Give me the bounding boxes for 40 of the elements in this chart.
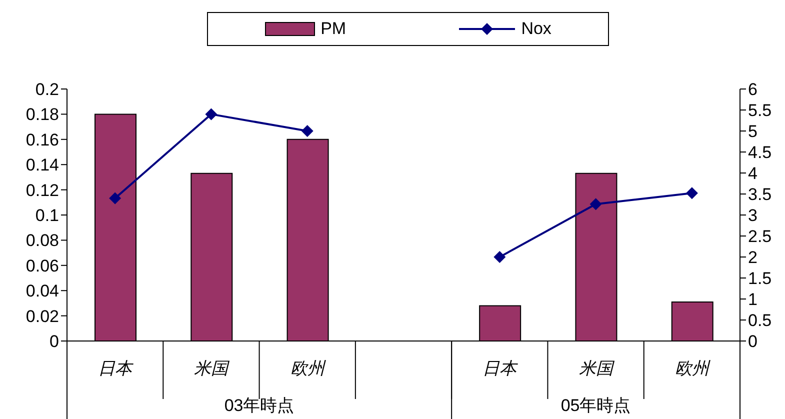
y2-tick-label: 3.5 xyxy=(748,185,772,204)
legend-label: Nox xyxy=(521,19,552,39)
y2-tick-label: 2 xyxy=(748,248,758,268)
y2-tick-label: 5 xyxy=(748,122,758,142)
y2-tick-label: 2.5 xyxy=(748,227,772,246)
y-tick-label: 0.02 xyxy=(26,306,59,326)
x-tick-label: 米国 xyxy=(578,359,615,378)
y-tick-label: 0.16 xyxy=(26,130,59,150)
text: 03年時点 xyxy=(224,396,294,415)
y-tick-label: 0.14 xyxy=(26,156,59,175)
y-tick-label: 0.1 xyxy=(35,206,59,226)
point xyxy=(205,108,218,120)
point xyxy=(301,125,314,137)
legend-label: PM xyxy=(320,19,346,39)
y-tick-label: 0.2 xyxy=(35,80,59,100)
point xyxy=(494,251,506,263)
y2-tick-label: 1.5 xyxy=(748,269,772,288)
y-tick-label: 0.06 xyxy=(26,256,59,276)
x-tick-label: 日本 xyxy=(482,359,519,378)
y2-tick-label: 1 xyxy=(748,290,758,310)
y-tick-label: 0 xyxy=(50,332,59,352)
y2-tick-label: 5.5 xyxy=(748,101,772,120)
point xyxy=(686,187,698,200)
x-tick-label: 米国 xyxy=(194,359,230,378)
x-tick-label: 欧州 xyxy=(290,359,326,378)
y-tick-label: 0.12 xyxy=(26,180,59,200)
y2-tick-label: 0 xyxy=(748,332,758,352)
y-tick-label: 0.04 xyxy=(26,282,59,301)
x-tick-label: 日本 xyxy=(98,359,134,378)
y2-tick-label: 3 xyxy=(748,206,758,226)
y2-tick-label: 4 xyxy=(748,164,758,184)
point xyxy=(109,192,122,204)
y2-tick-label: 6 xyxy=(748,80,758,100)
y2-tick-label: 4.5 xyxy=(748,143,772,162)
y2-tick-label: 0.5 xyxy=(748,311,772,330)
y-tick-label: 0.18 xyxy=(26,105,59,124)
text: 05年時点 xyxy=(560,396,631,415)
point xyxy=(590,198,602,210)
y-tick-label: 0.08 xyxy=(26,231,59,250)
x-tick-label: 欧州 xyxy=(674,359,711,378)
